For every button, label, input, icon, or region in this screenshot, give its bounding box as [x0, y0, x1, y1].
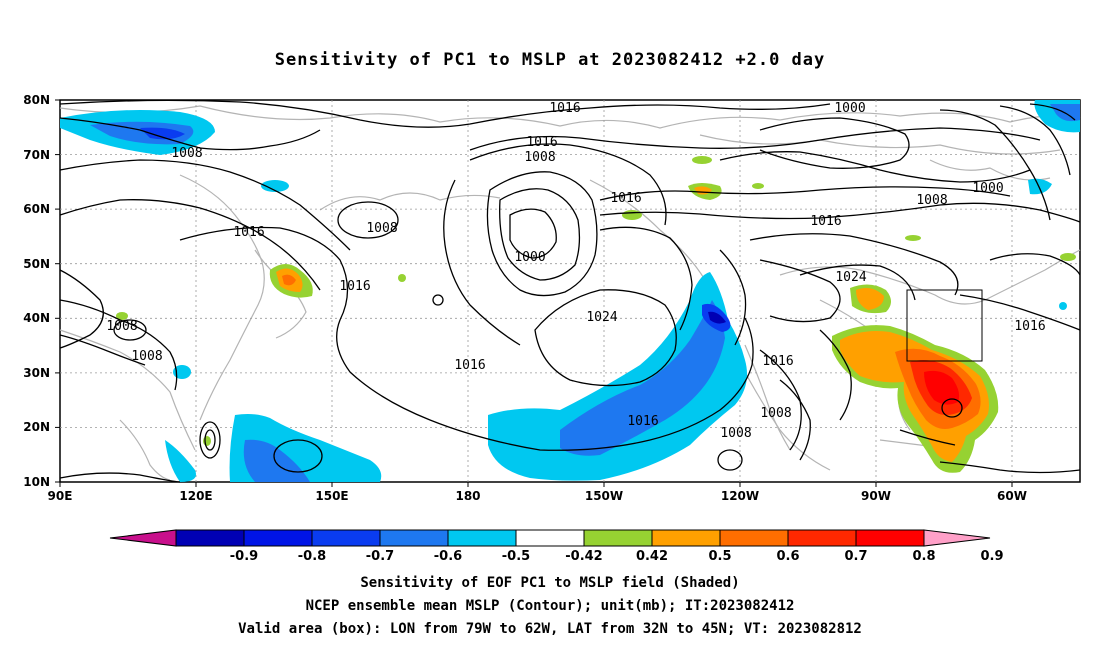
contour-label: 1016 [233, 225, 264, 240]
colorbar-segment [855, 529, 925, 547]
lon-label: 90E [48, 489, 73, 503]
lat-label: 60N [23, 202, 50, 216]
lon-label: 150E [315, 489, 348, 503]
contour-label: 1016 [810, 214, 841, 229]
colorbar-arrow-high [923, 529, 991, 547]
contour-label: 1024 [835, 270, 866, 285]
lat-label: 70N [23, 148, 50, 162]
colorbar-segment [311, 529, 381, 547]
caption-line-3: Valid area (box): LON from 79W to 62W, L… [238, 621, 862, 637]
axis-ticks [55, 99, 1013, 487]
lat-label: 10N [23, 475, 50, 489]
contour-1000-low [509, 208, 557, 259]
colorbar-segment [787, 529, 857, 547]
colorbar-segment [583, 529, 653, 547]
contour-label: 1016 [549, 101, 580, 116]
colorbar-tick-label: 0.42 [636, 549, 668, 564]
lon-label: 150W [585, 489, 623, 503]
contour-label: 1000 [972, 181, 1003, 196]
latitude-labels: 80N 70N 60N 50N 40N 30N 20N 10N [23, 93, 50, 489]
lat-label: 20N [23, 420, 50, 434]
colorbar-segment [719, 529, 789, 547]
contour-label: 1016 [762, 354, 793, 369]
contour-label: 1008 [760, 406, 791, 421]
contour-1024-high [534, 289, 677, 387]
lon-label: 120W [721, 489, 759, 503]
colorbar-segment [447, 529, 517, 547]
contour-label: 1008 [171, 146, 202, 161]
contour-label-group: 1016 1000 1008 1016 1008 1016 1008 1000 … [106, 101, 1045, 441]
contour-1008-low [486, 171, 598, 297]
sensitivity-map: 1016 1000 1008 1016 1008 1016 1008 1000 … [23, 93, 1081, 564]
contour-label: 1008 [131, 349, 162, 364]
contour-label: 1008 [366, 221, 397, 236]
valid-area-box [906, 289, 983, 362]
colorbar-segment [515, 529, 585, 547]
colorbar-tick-label: 0.6 [776, 549, 799, 564]
colorbar-tick-label: 0.8 [912, 549, 935, 564]
lon-label: 120E [179, 489, 212, 503]
lat-label: 80N [23, 93, 50, 107]
caption-line-2: NCEP ensemble mean MSLP (Contour); unit(… [305, 598, 795, 614]
contour-1016-pacific [179, 226, 754, 451]
lat-label: 30N [23, 366, 50, 380]
contour-label: 1016 [627, 414, 658, 429]
contour-label: 1000 [834, 101, 865, 116]
mslp-contours [59, 99, 1081, 483]
colorbar-tick-label: -0.8 [298, 549, 326, 564]
colorbar-tick-label: -0.9 [230, 549, 258, 564]
contour-label: 1008 [916, 193, 947, 208]
colorbar-tick-label: 0.7 [844, 549, 867, 564]
colorbar-tick-label: 0.5 [708, 549, 731, 564]
colorbar-tick-label: -0.42 [565, 549, 602, 564]
lon-label: 180 [455, 489, 480, 503]
colorbar-tick-label: -0.5 [502, 549, 530, 564]
colorbar: -0.9 -0.8 -0.7 -0.6 -0.5 -0.42 0.42 0.5 0.6 0.7 0.… [109, 529, 1004, 564]
longitude-labels: 90E 120E 150E 180 150W 120W 90W 60W [48, 489, 1027, 503]
map-title: Sensitivity of PC1 to MSLP at 2023082412… [274, 50, 826, 70]
colorbar-tick-label: -0.7 [366, 549, 394, 564]
colorbar-segment [651, 529, 721, 547]
sensitivity-shading [60, 100, 1080, 482]
colorbar-segment [175, 529, 245, 547]
contour-label: 1008 [106, 319, 137, 334]
contour-label: 1016 [610, 191, 641, 206]
colorbar-tick-label: 0.9 [980, 549, 1003, 564]
colorbar-arrow-low [109, 529, 177, 547]
caption-line-1: Sensitivity of EOF PC1 to MSLP field (Sh… [360, 575, 740, 591]
contour-label: 1016 [526, 135, 557, 150]
lat-label: 50N [23, 257, 50, 271]
lon-label: 90W [861, 489, 891, 503]
contour-label: 1000 [514, 250, 545, 265]
contour-label: 1024 [586, 310, 617, 325]
lon-label: 60W [997, 489, 1027, 503]
contour-label: 1008 [720, 426, 751, 441]
lat-label: 40N [23, 311, 50, 325]
contour-label: 1016 [1014, 319, 1045, 334]
contour-label: 1016 [454, 358, 485, 373]
colorbar-segment [379, 529, 449, 547]
contour-label: 1016 [339, 279, 370, 294]
contour-label: 1008 [524, 150, 555, 165]
colorbar-segment [243, 529, 313, 547]
colorbar-tick-label: -0.6 [434, 549, 462, 564]
